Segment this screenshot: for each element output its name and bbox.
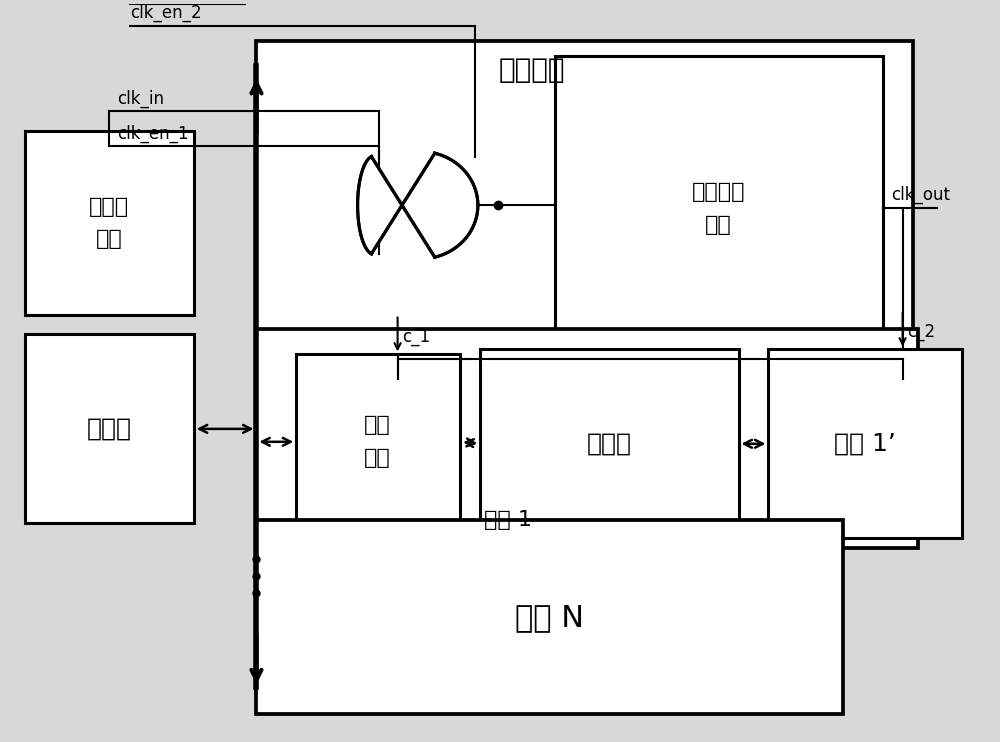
Text: 总线
接口: 总线 接口 [364, 416, 391, 468]
Text: clk_en_2: clk_en_2 [130, 4, 202, 22]
Text: 处理器: 处理器 [87, 417, 132, 441]
Bar [256, 520, 843, 714]
Bar [555, 56, 883, 359]
Text: clk_in: clk_in [117, 90, 164, 108]
Text: 时锹控制: 时锹控制 [499, 56, 565, 84]
Text: 模块 1: 模块 1 [484, 510, 532, 531]
Text: 时锹发
生器: 时锹发 生器 [89, 197, 129, 249]
Text: 门控时锹
单元: 门控时锹 单元 [692, 182, 745, 234]
Bar [256, 329, 918, 548]
Text: c_2: c_2 [908, 324, 936, 341]
Bar [25, 131, 194, 315]
Bar [296, 355, 460, 528]
Text: 子模块: 子模块 [587, 432, 632, 456]
Bar [480, 349, 739, 538]
Text: 模块 N: 模块 N [515, 603, 584, 632]
Polygon shape [358, 153, 478, 257]
Bar [25, 335, 194, 523]
Text: clk_en_1: clk_en_1 [117, 125, 189, 142]
Text: 模块 1’: 模块 1’ [834, 432, 896, 456]
Text: c_1: c_1 [403, 329, 431, 347]
Bar [768, 349, 962, 538]
Bar [256, 42, 913, 379]
Text: clk_out: clk_out [891, 186, 950, 204]
